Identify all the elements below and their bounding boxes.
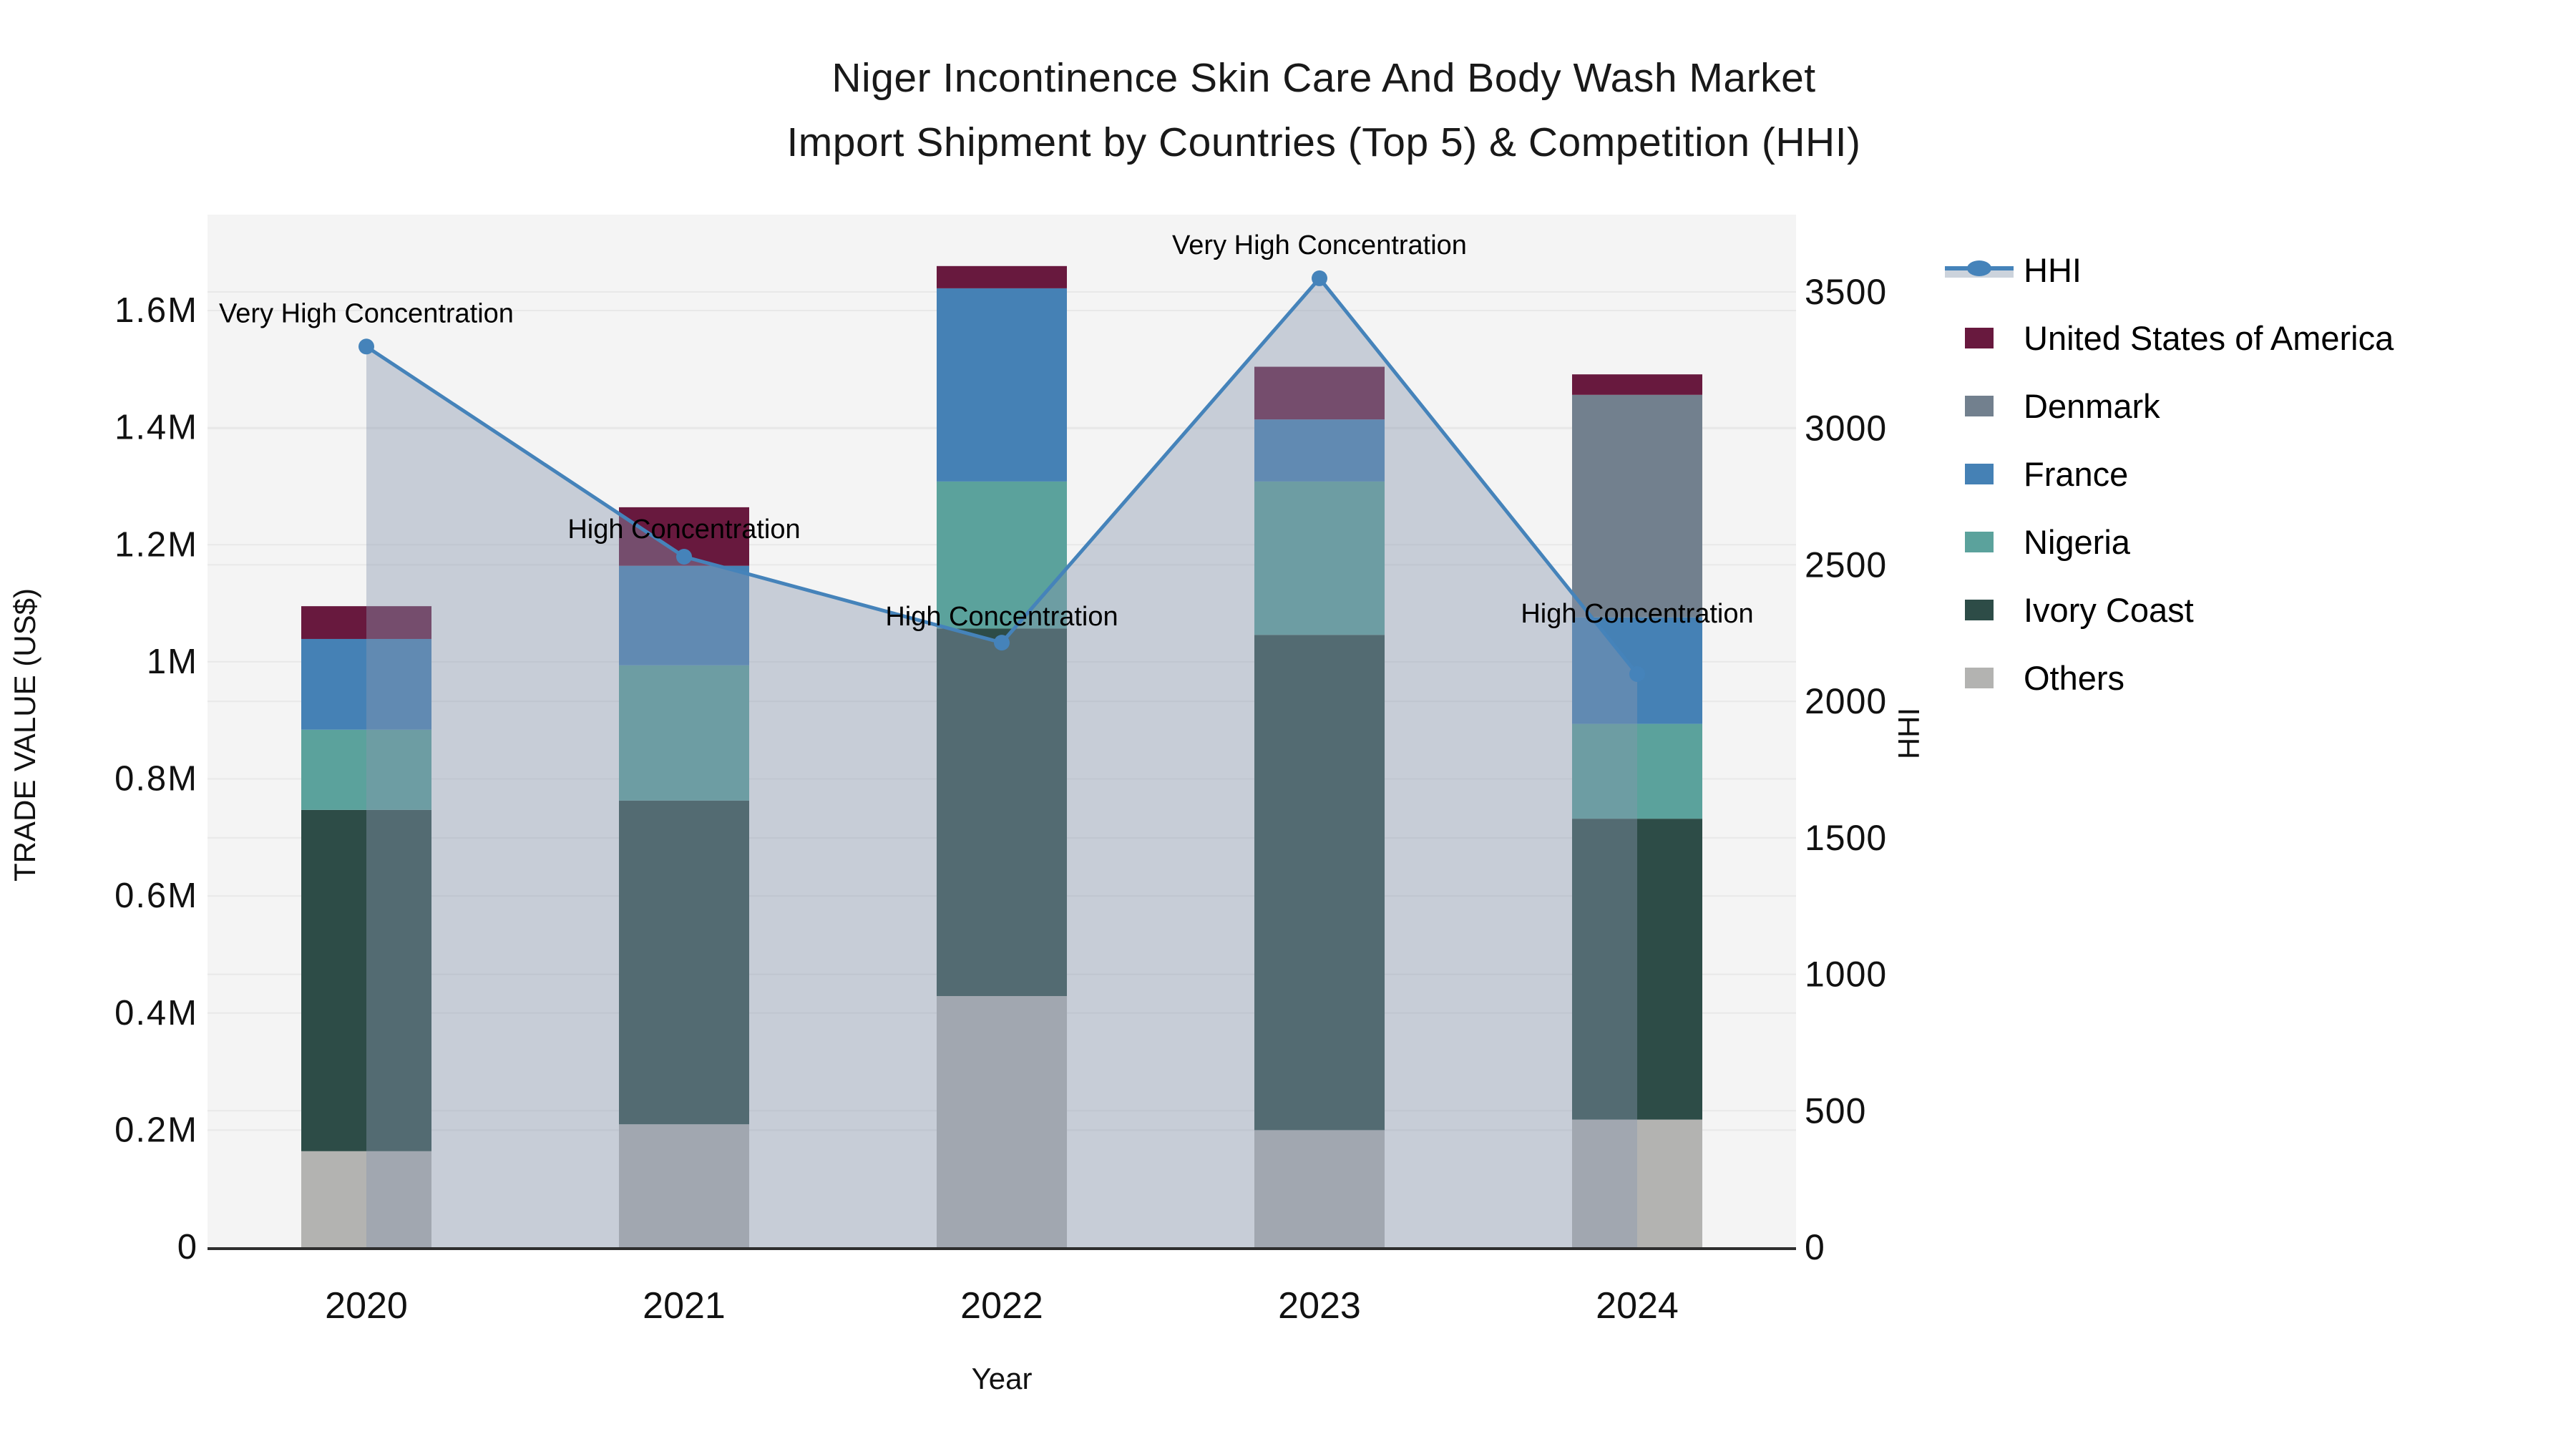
legend: HHI United States of America Denmark France…: [1942, 236, 2394, 712]
legend-color-swatch: [1965, 532, 1994, 552]
bar-segment-united-states-of-america-2024: [1572, 374, 1702, 395]
bar-segment-nigeria-2021: [619, 665, 749, 801]
x-axis-tick-label-2022: 2022: [960, 1285, 1043, 1327]
legend-item-others: Others: [1942, 644, 2394, 712]
left-axis-tick-label: 0.2M: [114, 1111, 198, 1149]
bar-segment-united-states-of-america-2023: [1254, 366, 1385, 420]
chart-title-line2: Import Shipment by Countries (Top 5) & C…: [786, 119, 1861, 165]
legend-label: Nigeria: [2024, 523, 2130, 561]
bar-segment-others-2021: [619, 1124, 749, 1247]
bar-segment-nigeria-2024: [1572, 723, 1702, 819]
x-axis-tick-label-2020: 2020: [325, 1285, 408, 1327]
legend-label: France: [2024, 455, 2129, 493]
annotation-2020: Very High Concentration: [219, 299, 514, 329]
legend-swatch-icon: [1942, 600, 2016, 620]
bar-segment-ivory-coast-2023: [1254, 635, 1385, 1131]
right-axis-tick-label: 2500: [1805, 545, 1887, 585]
hhi-marker-2024: [1629, 666, 1645, 682]
bar-segment-united-states-of-america-2020: [301, 606, 431, 639]
bar-segment-nigeria-2020: [301, 729, 431, 810]
legend-color-swatch: [1965, 464, 1994, 484]
bar-segment-others-2024: [1572, 1119, 1702, 1247]
hhi-line-swatch-icon: [1942, 255, 2016, 286]
bar-segment-others-2020: [301, 1151, 431, 1247]
hhi-marker-2022: [994, 635, 1010, 651]
left-axis-tick-label: 1.6M: [114, 291, 198, 330]
hhi-area: [366, 278, 1637, 1247]
annotation-2022: High Concentration: [885, 602, 1118, 632]
legend-item-ivory-coast: Ivory Coast: [1942, 576, 2394, 644]
legend-color-swatch: [1965, 600, 1994, 620]
right-axis-tick-label: 2000: [1805, 681, 1887, 721]
legend-swatch-icon: [1942, 668, 2016, 688]
bar-segment-united-states-of-america-2022: [937, 265, 1067, 288]
legend-label: United States of America: [2024, 319, 2394, 357]
bar-segment-france-2021: [619, 565, 749, 665]
right-axis-tick-label: 1500: [1805, 818, 1887, 858]
legend-item-denmark: Denmark: [1942, 372, 2394, 440]
legend-label: Others: [2024, 659, 2125, 697]
bar-segment-ivory-coast-2021: [619, 800, 749, 1125]
legend-label: HHI: [2024, 251, 2082, 289]
right-axis-tick-label: 0: [1805, 1227, 1825, 1267]
annotation-2023: Very High Concentration: [1172, 230, 1467, 260]
x-axis-tick-label-2024: 2024: [1596, 1285, 1679, 1327]
legend-swatch-icon: [1942, 396, 2016, 416]
legend-color-swatch: [1965, 328, 1994, 348]
legend-swatch-icon: [1942, 532, 2016, 552]
legend-label: Denmark: [2024, 387, 2160, 425]
bar-segment-others-2022: [937, 996, 1067, 1247]
legend-item-france: France: [1942, 440, 2394, 508]
bar-segment-france-2022: [937, 288, 1067, 482]
bar-segment-nigeria-2023: [1254, 481, 1385, 635]
right-axis-tick-label: 500: [1805, 1091, 1866, 1131]
bar-segment-nigeria-2022: [937, 481, 1067, 629]
right-axis-title: HHI: [1892, 707, 1926, 760]
bar-segment-france-2023: [1254, 419, 1385, 482]
hhi-marker-2021: [676, 548, 692, 565]
left-axis-tick-label: 1M: [147, 643, 198, 681]
left-axis-title: TRADE VALUE (US$): [8, 588, 42, 882]
right-axis-tick-label: 1000: [1805, 955, 1887, 995]
legend-swatch-icon: [1942, 328, 2016, 348]
legend-color-swatch: [1965, 668, 1994, 688]
bar-segment-denmark-2024: [1572, 394, 1702, 618]
x-axis-title: Year: [971, 1362, 1033, 1395]
annotation-2021: High Concentration: [567, 514, 800, 545]
bar-segment-others-2023: [1254, 1130, 1385, 1247]
bar-segment-ivory-coast-2020: [301, 809, 431, 1151]
right-axis-tick-label: 3000: [1805, 409, 1887, 449]
bar-segment-france-2020: [301, 638, 431, 730]
legend-color-swatch: [1965, 396, 1994, 416]
chart-title-line1: Niger Incontinence Skin Care And Body Wa…: [831, 55, 1816, 101]
left-axis-tick-label: 0.6M: [114, 877, 198, 915]
left-axis-tick-label: 1.2M: [114, 525, 198, 564]
hhi-marker-2020: [358, 338, 374, 355]
annotation-2024: High Concentration: [1521, 599, 1753, 629]
legend-item-nigeria: Nigeria: [1942, 508, 2394, 576]
legend-swatch-icon: [1942, 464, 2016, 484]
bar-segment-ivory-coast-2024: [1572, 819, 1702, 1120]
chart-title: Niger Incontinence Skin Care And Body Wa…: [72, 46, 2576, 175]
bar-segment-ivory-coast-2022: [937, 628, 1067, 997]
x-axis-tick-label-2023: 2023: [1278, 1285, 1361, 1327]
left-axis-tick-label: 0: [177, 1228, 198, 1267]
legend-item-united-states-of-america: United States of America: [1942, 304, 2394, 372]
left-axis-tick-label: 0.8M: [114, 760, 198, 799]
left-axis-tick-label: 1.4M: [114, 409, 198, 447]
hhi-marker-2023: [1312, 270, 1327, 286]
left-axis-tick-label: 0.4M: [114, 994, 198, 1033]
x-axis-tick-label-2021: 2021: [643, 1285, 726, 1327]
right-axis-tick-label: 3500: [1805, 272, 1887, 312]
legend-label: Ivory Coast: [2024, 591, 2194, 629]
legend-item-hhi: HHI: [1942, 236, 2394, 304]
